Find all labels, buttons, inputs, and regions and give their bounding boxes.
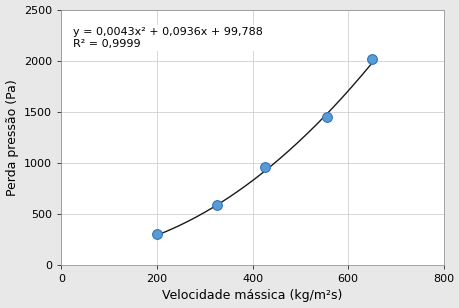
- Point: [368, 56, 375, 61]
- Point: [153, 231, 160, 236]
- Y-axis label: Perda pressão (Pa): Perda pressão (Pa): [6, 79, 18, 196]
- Point: [322, 114, 330, 119]
- Point: [260, 164, 268, 169]
- X-axis label: Velocidade mássica (kg/m²s): Velocidade mássica (kg/m²s): [162, 290, 342, 302]
- Point: [213, 203, 220, 208]
- Text: y = 0,0043x² + 0,0936x + 99,788
R² = 0,9999: y = 0,0043x² + 0,0936x + 99,788 R² = 0,9…: [73, 27, 262, 49]
